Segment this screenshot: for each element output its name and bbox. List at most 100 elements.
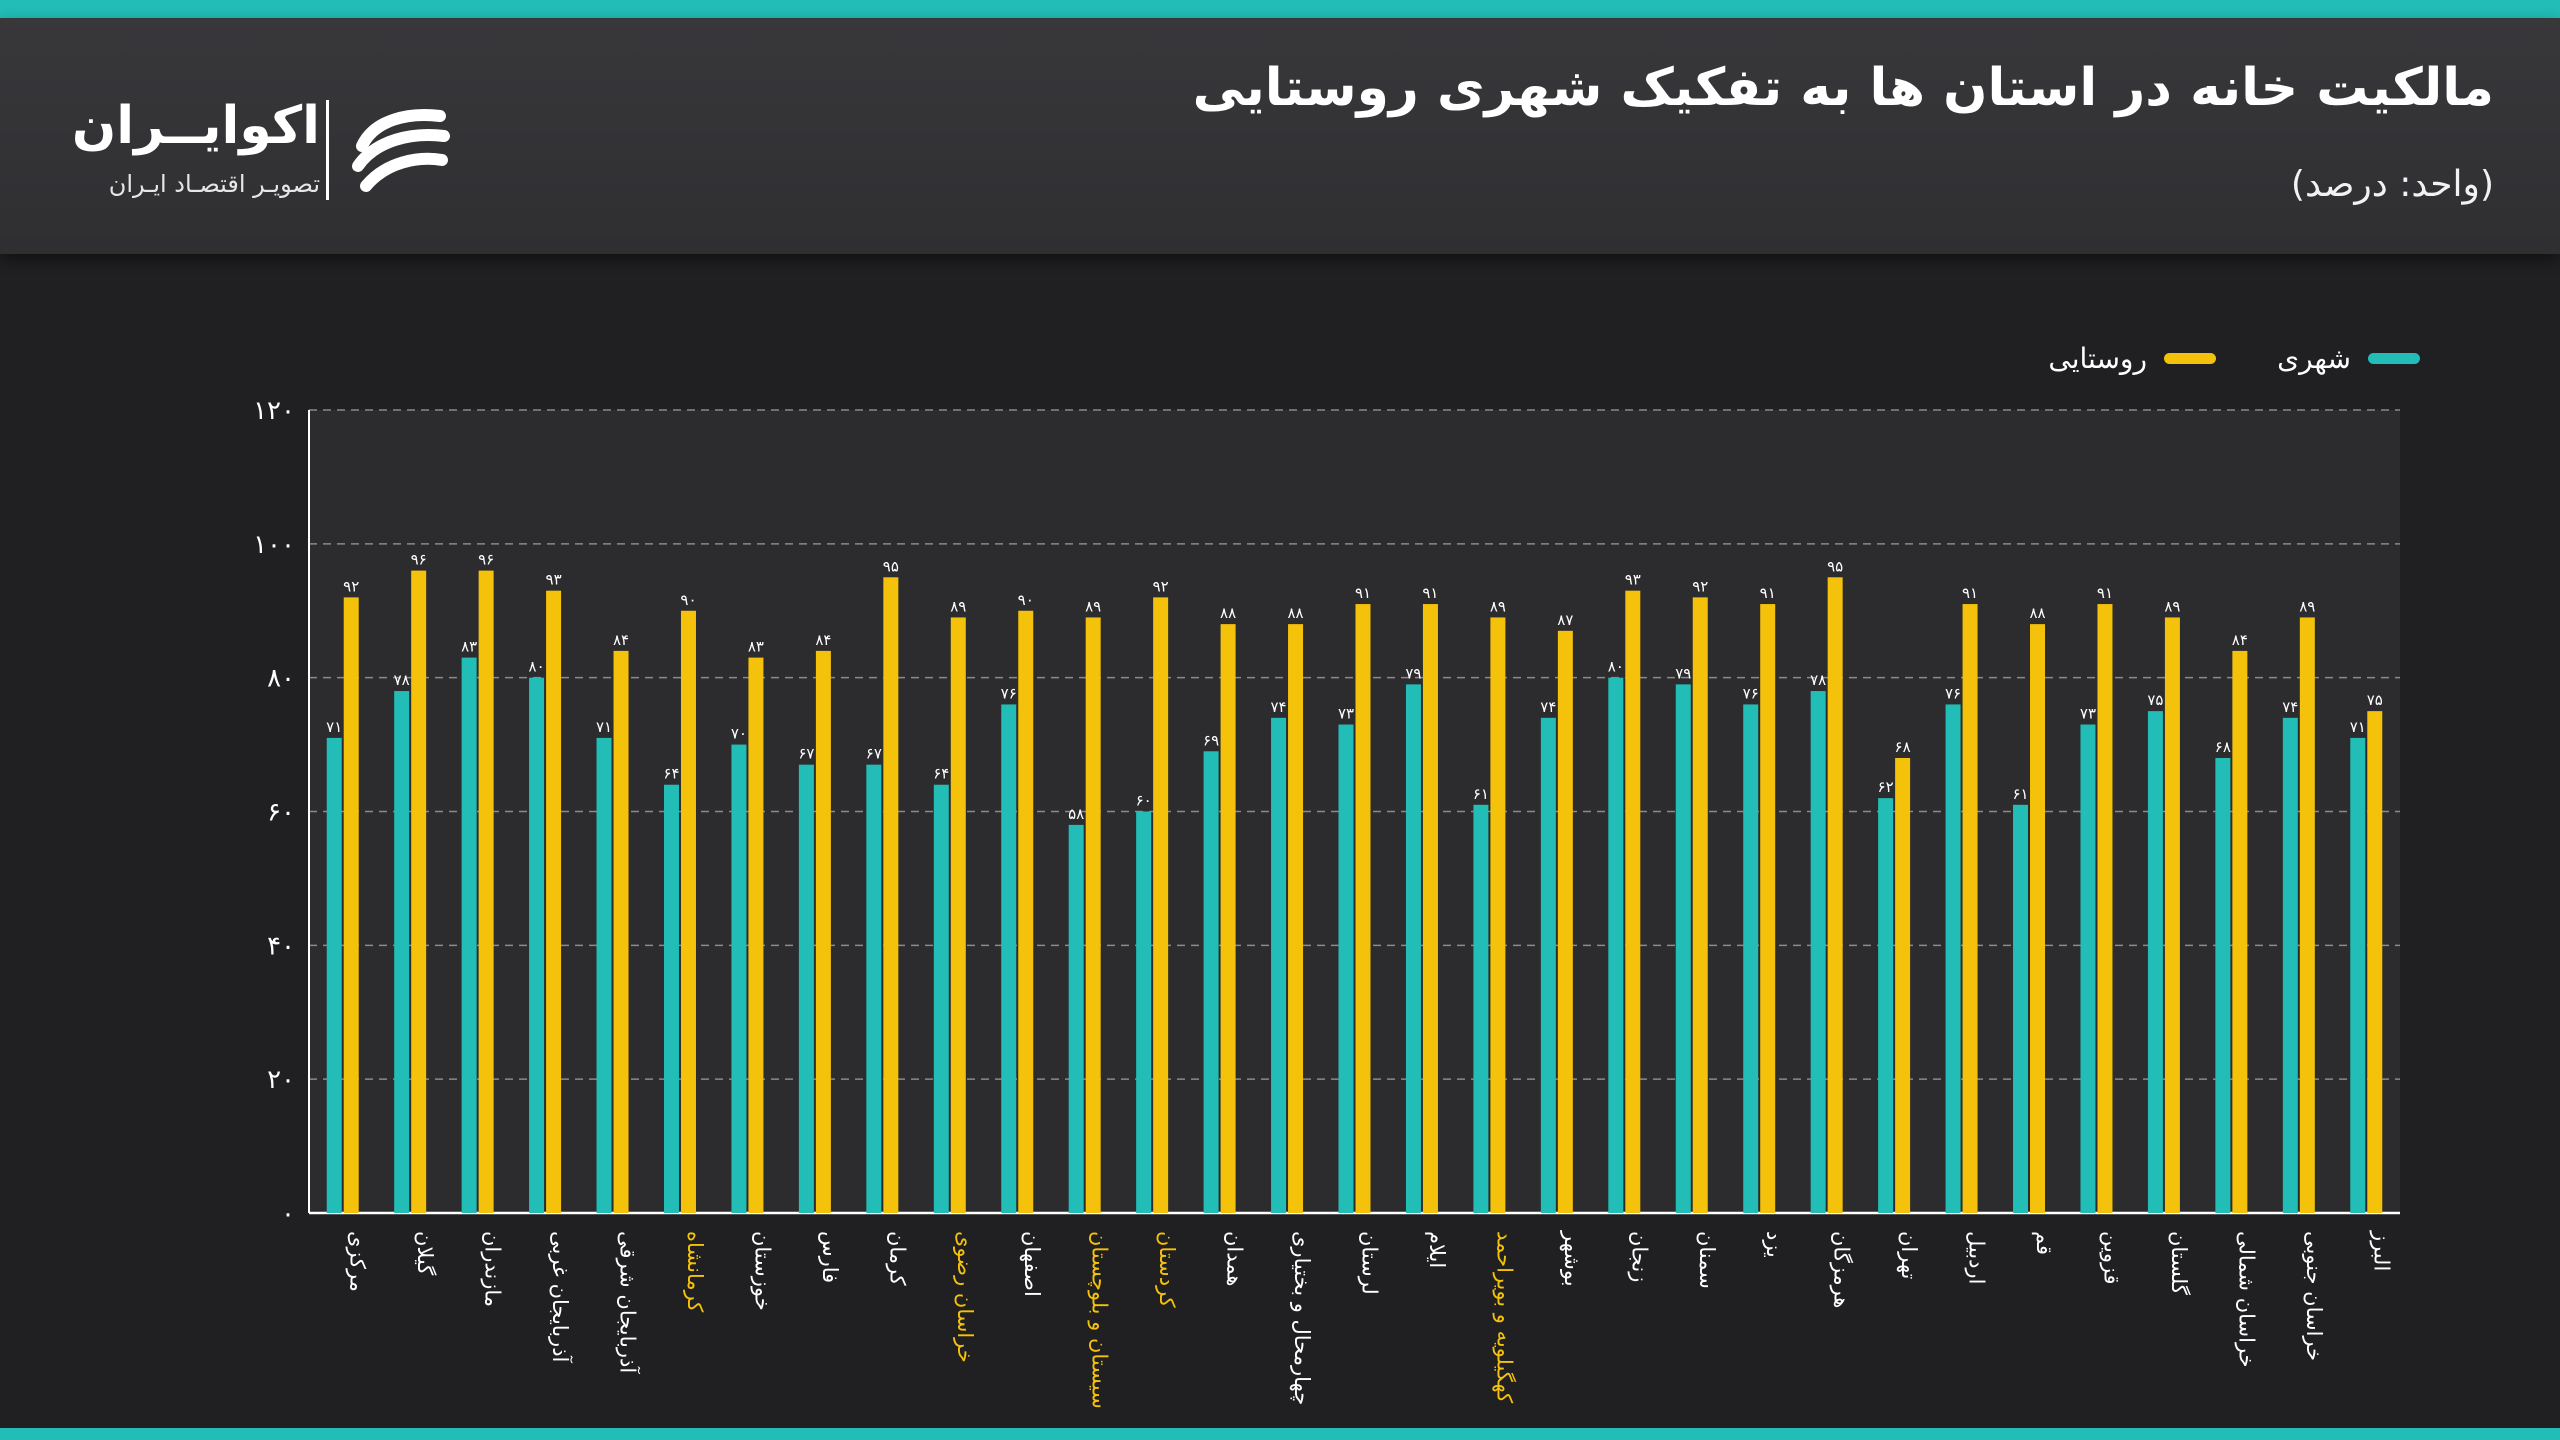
bar-urban [2350,737,2366,1213]
bar-urban [731,744,747,1213]
x-category-label: تهران [1897,1231,1921,1280]
data-label-rural: ۸۸ [1287,604,1303,622]
bar-urban [2215,757,2231,1213]
x-category-label: سیستان و بلوچستان [1088,1231,1112,1409]
data-label-urban: ۶۴ [933,765,949,783]
bar-urban [1540,717,1556,1213]
x-category-label: گلستان [2167,1231,2191,1295]
legend-swatch-urban [2368,353,2420,364]
y-tick-label: ۱۰۰ [253,530,295,560]
bar-rural [1557,630,1573,1213]
bar-rural [680,610,696,1213]
data-label-rural: ۸۹ [2299,597,2315,615]
data-label-urban: ۶۱ [1473,785,1489,803]
legend-label-urban: شهری [2277,342,2351,375]
x-category-label: کهگیلویه و بویراحمد [1492,1231,1516,1403]
data-label-rural: ۹۱ [1355,584,1371,602]
bar-urban [866,764,882,1213]
x-category-label: مرکزی [346,1231,370,1292]
data-label-urban: ۷۹ [1405,664,1421,682]
data-label-rural: ۹۲ [1692,577,1708,595]
data-label-rural: ۹۶ [478,551,494,569]
y-tick-label: ۱۲۰ [253,396,295,426]
bar-urban [1878,798,1894,1213]
data-label-rural: ۹۱ [2097,584,2113,602]
bar-rural [1288,624,1304,1213]
bar-rural [2299,617,2315,1213]
bar-urban [1473,804,1489,1213]
data-label-urban: ۷۳ [1338,705,1354,723]
bar-rural [2030,624,2046,1213]
data-label-urban: ۷۵ [2147,691,2163,709]
x-category-label: ایلام [1425,1231,1449,1268]
data-label-rural: ۹۱ [1962,584,1978,602]
data-label-rural: ۹۵ [1827,557,1843,575]
bar-rural [2367,711,2383,1213]
bar-urban [1136,811,1152,1213]
data-label-rural: ۸۷ [1557,611,1573,629]
logo-name: اکوایــران [71,96,320,156]
x-category-label: سمنان [1695,1231,1719,1289]
bar-rural [478,570,494,1213]
bar-rural [2232,650,2248,1213]
x-category-label: خوزستان [750,1231,774,1311]
bar-urban [663,784,679,1213]
bar-urban [1203,751,1219,1213]
bar-urban [798,764,814,1213]
ecoiran-swoosh-icon [352,109,450,192]
data-label-urban: ۷۶ [1743,684,1759,702]
bar-rural [1962,604,1978,1213]
bar-rural [1625,590,1641,1213]
data-label-rural: ۸۴ [613,631,629,649]
data-label-urban: ۶۲ [1878,778,1894,796]
data-label-urban: ۷۹ [1675,664,1691,682]
logo-divider [326,100,329,200]
data-label-urban: ۷۰ [731,725,747,743]
bar-rural [1490,617,1506,1213]
bar-urban [1743,704,1759,1213]
data-label-rural: ۹۱ [1760,584,1776,602]
data-label-urban: ۷۶ [1001,684,1017,702]
logo-tagline: تصویـر اقتصـاد ایـران [108,170,320,198]
x-category-label: آذربایجان غربی [548,1231,573,1364]
data-label-urban: ۷۱ [2350,718,2366,736]
bar-rural [950,617,966,1213]
data-label-rural: ۸۸ [2029,604,2045,622]
data-label-rural: ۸۹ [2164,597,2180,615]
data-label-rural: ۸۳ [748,638,764,656]
data-label-urban: ۸۰ [529,658,545,676]
x-category-label: بوشهر [1560,1230,1584,1287]
data-label-urban: ۶۷ [866,745,882,763]
data-label-urban: ۶۹ [1203,731,1219,749]
bar-rural [1355,604,1371,1213]
data-label-urban: ۷۴ [1270,698,1286,716]
data-label-urban: ۶۰ [1136,792,1152,810]
data-label-rural: ۷۵ [2367,691,2383,709]
data-label-rural: ۸۸ [1220,604,1236,622]
bar-urban [1608,677,1624,1213]
x-category-label: هرمزگان [1830,1231,1854,1308]
legend-swatch-rural [2164,353,2217,364]
data-label-urban: ۷۸ [1810,671,1826,689]
data-label-urban: ۶۱ [2012,785,2028,803]
x-category-label: گیلان [413,1231,437,1275]
bar-rural [748,657,764,1213]
x-category-label: البرز [2369,1230,2393,1271]
data-label-urban: ۵۸ [1068,805,1084,823]
data-label-rural: ۹۰ [1018,591,1034,609]
x-category-label: آذربایجان شرقی [616,1231,641,1374]
x-category-label: کرمان [885,1231,909,1286]
x-category-label: اصفهان [1020,1231,1044,1297]
x-category-label: قزوین [2099,1231,2123,1285]
bar-urban [461,657,477,1213]
x-category-label: زنجان [1627,1231,1651,1282]
header-bar: مالکیت خانه در استان ها به تفکیک شهری رو… [0,18,2560,254]
x-category-label: لرستان [1358,1231,1382,1295]
bar-rural [1760,604,1776,1213]
x-category-label: کرمانشاه [683,1231,707,1312]
bar-urban [1001,704,1017,1213]
bar-urban [1945,704,1961,1213]
bar-urban [2282,717,2298,1213]
bar-urban [1810,691,1826,1213]
